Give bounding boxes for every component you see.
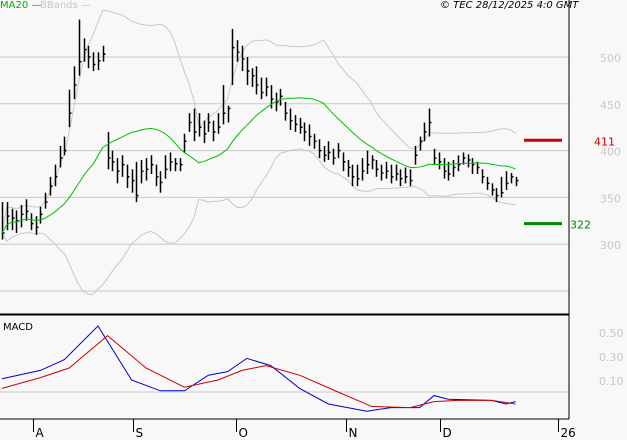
x-tick-label: 26 (561, 426, 576, 440)
y-tick-label: 300 (600, 239, 621, 252)
y-tick-label: 500 (600, 52, 621, 65)
y-tick-label: 450 (600, 99, 621, 112)
x-tick-label: A (36, 426, 45, 440)
bband-lower (1, 148, 516, 295)
x-tick-label: O (239, 426, 248, 440)
macd-title: MACD (3, 322, 33, 333)
macd-signal-line (1, 334, 516, 409)
level-label-322: 322 (570, 219, 591, 232)
macd-y-tick-label: 0.50 (599, 327, 624, 340)
y-tick-label: 400 (600, 146, 621, 159)
x-tick-label: N (349, 426, 358, 440)
x-tick-label: S (136, 426, 144, 440)
x-tick-label: D (443, 426, 452, 440)
macd-y-tick-label: 0.30 (599, 351, 624, 364)
level-label-411: 411 (594, 135, 615, 148)
ma20-line (1, 97, 516, 234)
y-tick-label: 350 (600, 192, 621, 205)
ma20-legend: MA20 — (0, 0, 42, 11)
macd-line (1, 325, 516, 412)
macd-y-tick-label: 0.10 (599, 375, 624, 388)
bbands-legend: BBands — (40, 0, 91, 11)
copyright-timestamp: © TEC 28/12/2025 4:0 GMT (440, 0, 579, 11)
